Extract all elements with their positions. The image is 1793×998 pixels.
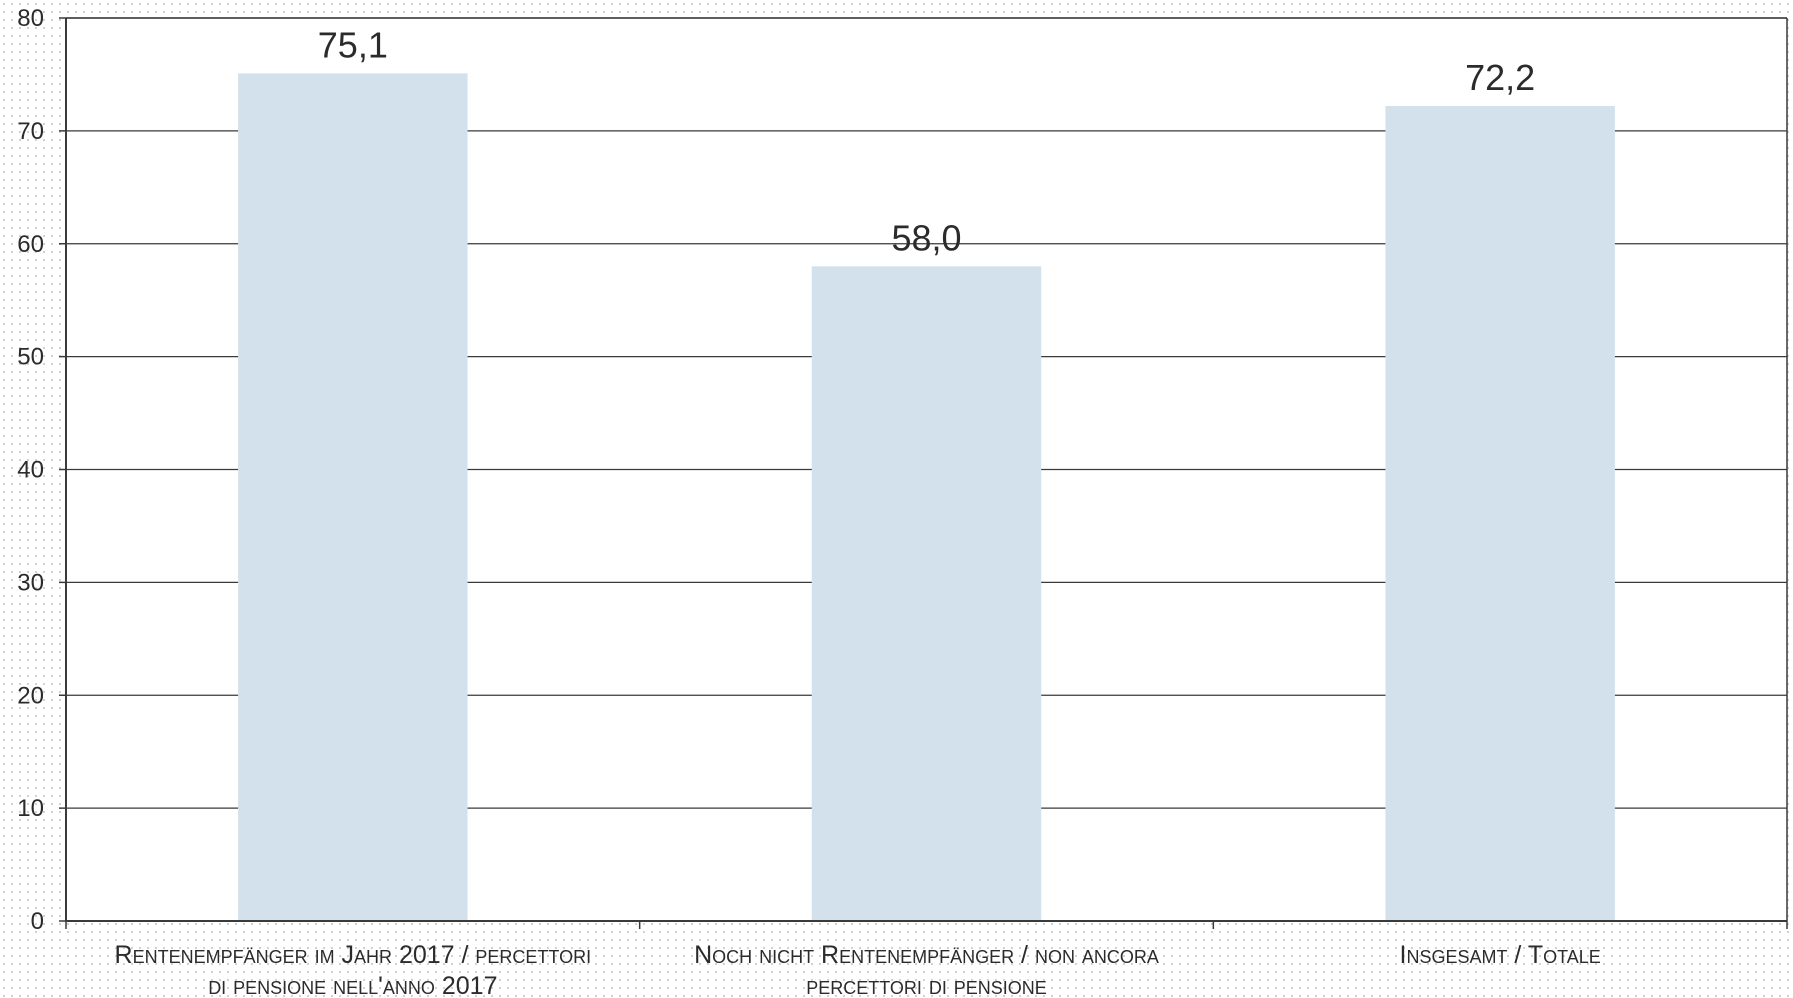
x-tick-label-line: percettori di pensione xyxy=(806,972,1047,998)
y-tick-label: 30 xyxy=(17,569,44,596)
bar xyxy=(238,73,468,922)
y-tick-label: 80 xyxy=(17,5,44,32)
y-tick-label: 40 xyxy=(17,457,44,484)
y-tick-label: 70 xyxy=(17,118,44,145)
y-tick-label: 60 xyxy=(17,231,44,258)
data-label: 72,2 xyxy=(1465,57,1535,98)
y-tick-label: 0 xyxy=(31,908,44,935)
bar xyxy=(1385,106,1615,922)
y-tick-label: 10 xyxy=(17,795,44,822)
data-label: 58,0 xyxy=(891,217,961,258)
x-tick-label: Noch nicht Rentenempfänger / non ancora p… xyxy=(694,941,1159,998)
data-label: 75,1 xyxy=(318,24,388,65)
x-tick-label-line: Noch nicht Rentenempfänger / non ancora xyxy=(694,941,1159,969)
x-axis-labels: Rentenempfänger im Jahr 2017 / percettor… xyxy=(115,941,1601,998)
y-axis-ticks: 0 10 20 30 40 50 60 70 80 xyxy=(17,5,66,935)
data-labels: 75,1 58,0 72,2 xyxy=(318,24,1535,258)
x-tick-label-line: Insgesamt / Totale xyxy=(1400,941,1601,969)
x-tick-label: Rentenempfänger im Jahr 2017 / percettor… xyxy=(115,941,592,998)
y-tick-label: 50 xyxy=(17,344,44,371)
bar xyxy=(811,266,1042,921)
y-tick-label: 20 xyxy=(17,682,44,709)
x-tick-label-line: Rentenempfänger im Jahr 2017 / percettor… xyxy=(115,941,592,969)
x-tick-label-line: di pensione nell'anno 2017 xyxy=(208,972,497,998)
bars xyxy=(238,73,1615,922)
x-tick-label: Insgesamt / Totale xyxy=(1400,941,1601,969)
